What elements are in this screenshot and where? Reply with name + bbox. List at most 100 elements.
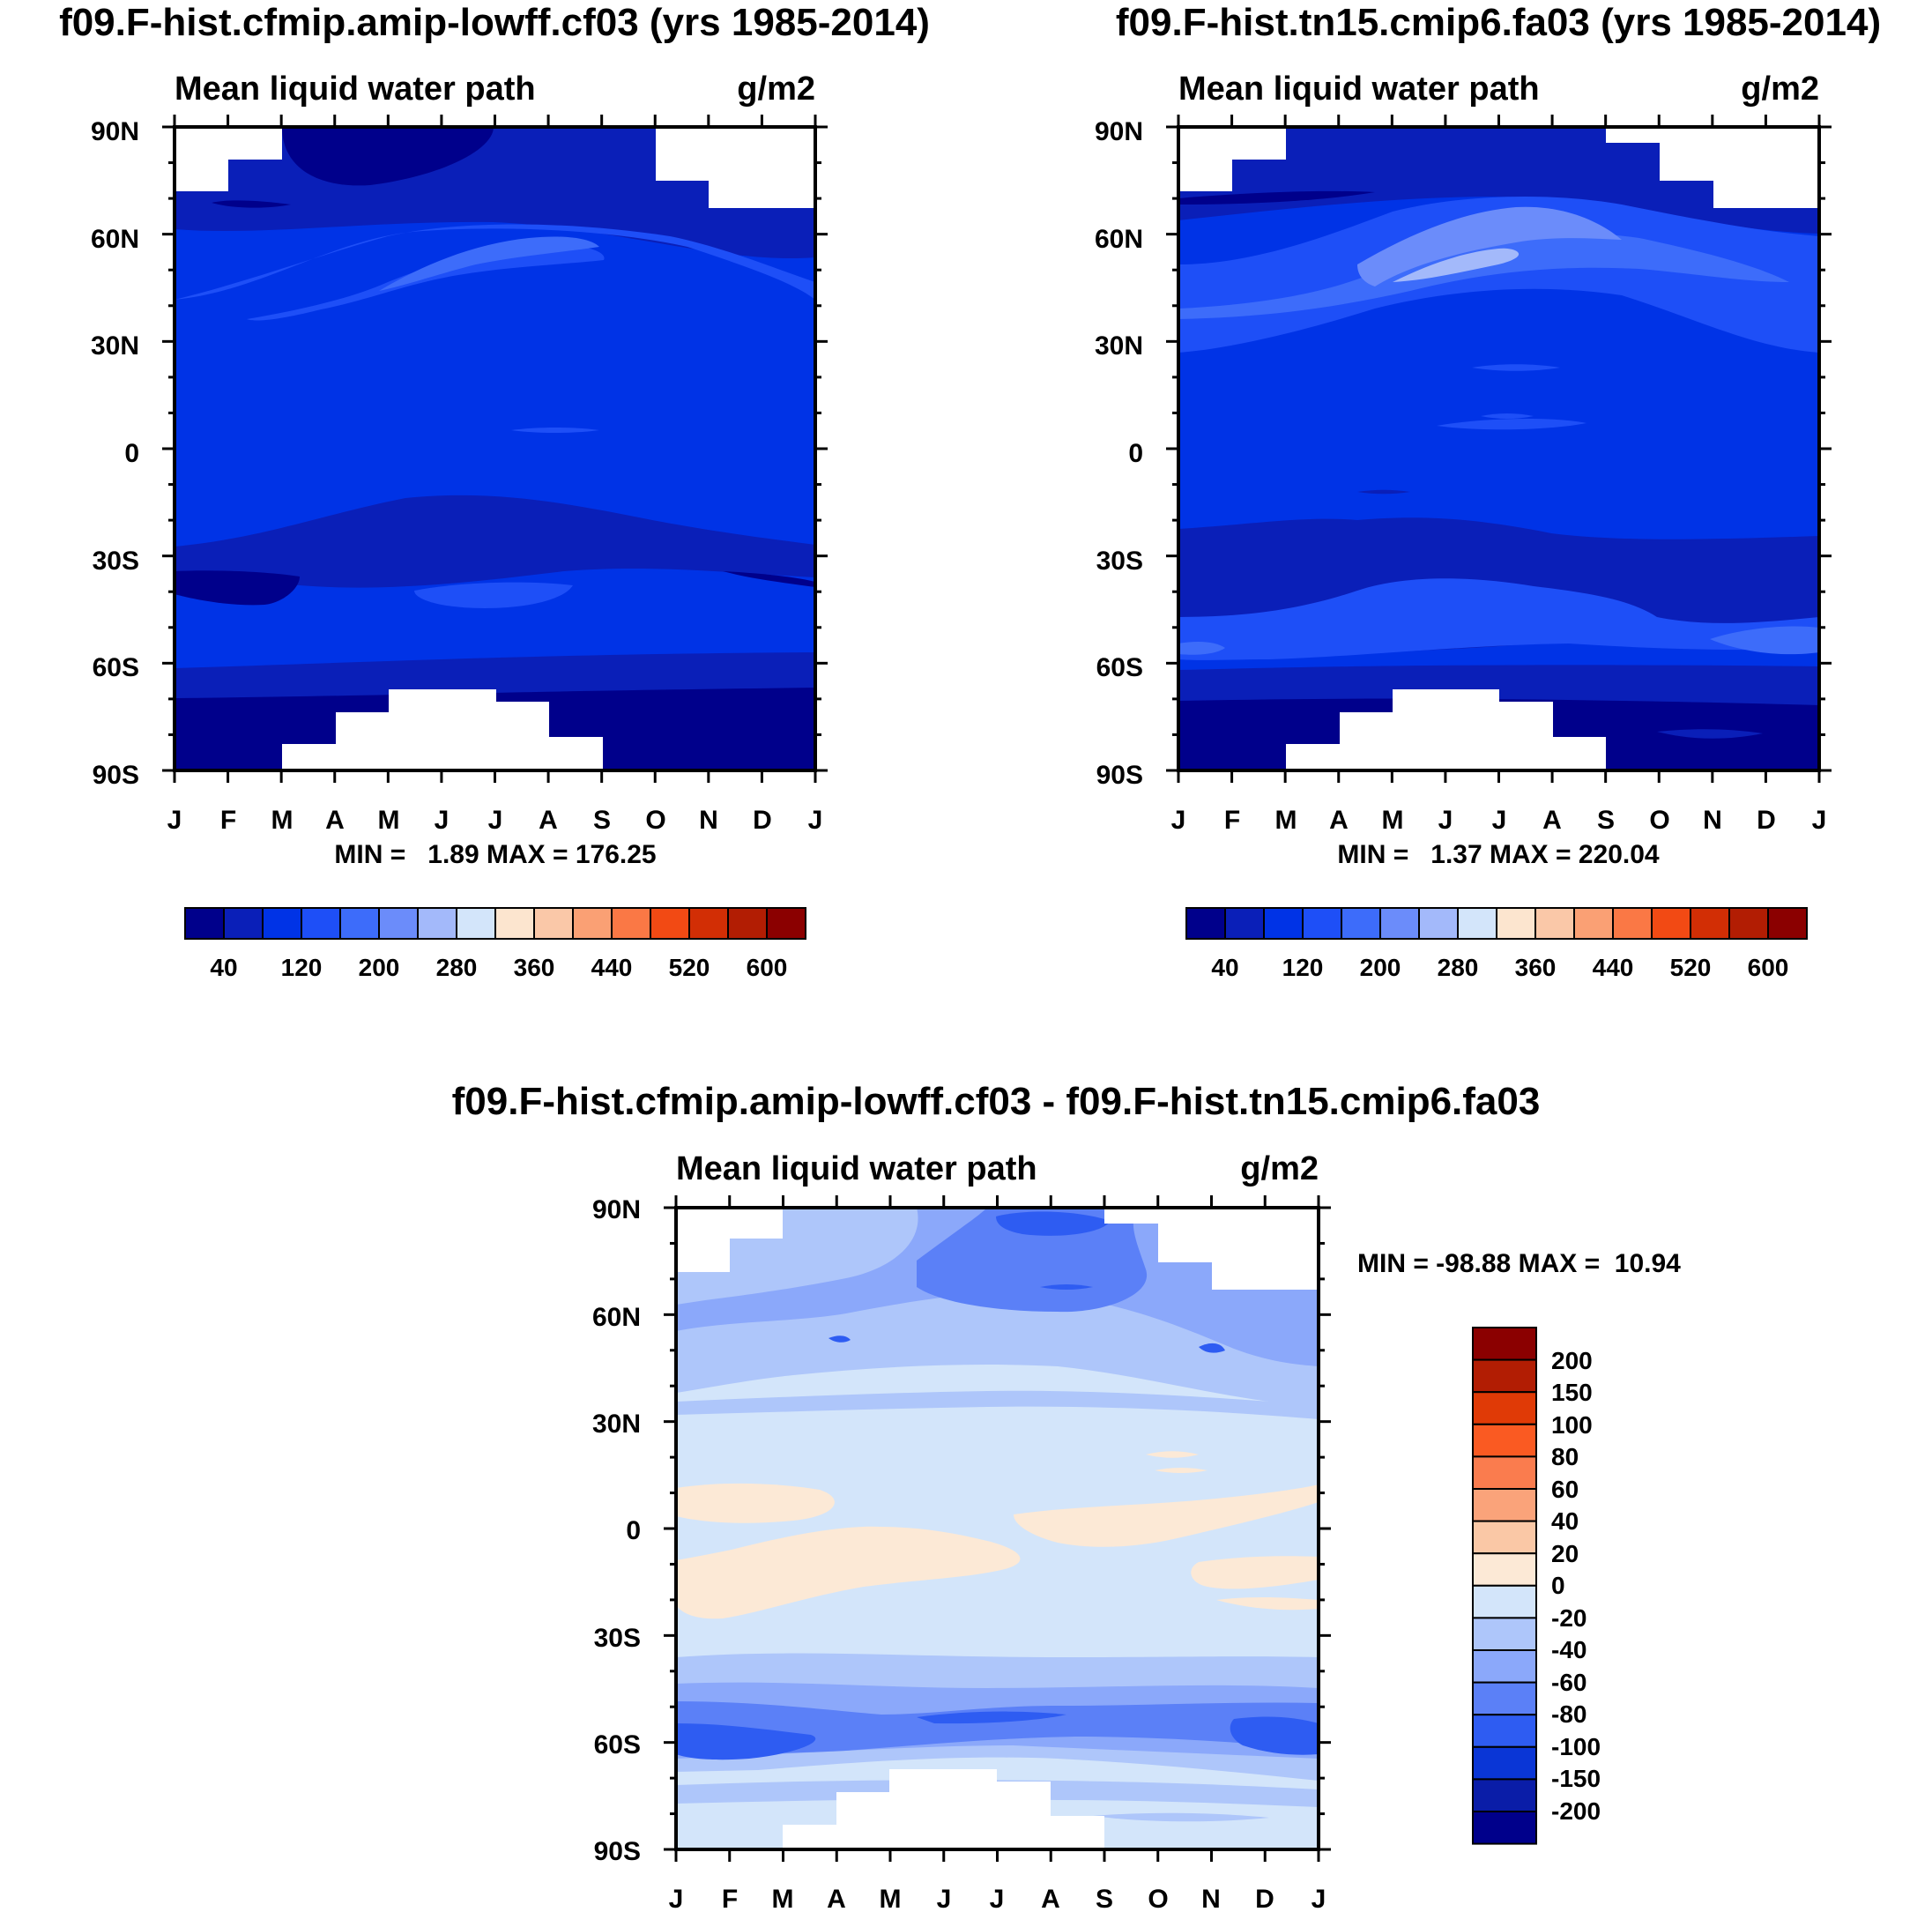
panel-1-colorbar-swatch: [1534, 907, 1575, 940]
panel-1-xtick-label: S: [1597, 806, 1615, 835]
panel-0: f09.F-hist.cfmip.amip-lowff.cf03 (yrs 19…: [59, 1, 930, 981]
panel-2-colorbar-label: 100: [1551, 1411, 1593, 1439]
panel-0-ytick-label: 60N: [91, 225, 139, 254]
panel-0-min-max: MIN = 1.89 MAX = 176.25: [334, 840, 656, 869]
panel-1-ytick-label: 90S: [1096, 761, 1143, 790]
panel-0-colorbar-swatch: [766, 907, 806, 940]
panel-1-ytick-label: 30S: [1096, 547, 1143, 576]
panel-0-colorbar-swatch: [494, 907, 535, 940]
panel-1-colorbar-label: 40: [1211, 954, 1238, 981]
panel-1-y-tick-labels: 90N 60N 30N 0 30S 60S 90S: [1095, 117, 1143, 790]
panel-1-colorbar-label: 200: [1360, 954, 1401, 981]
panel-1-colorbar-label: 360: [1515, 954, 1557, 981]
panel-0-y-tick-labels: 90N 60N 30N 0 30S 60S 90S: [91, 117, 139, 790]
panel-1-xtick-label: D: [1757, 806, 1776, 835]
panel-0-colorbar-swatch: [417, 907, 457, 940]
panel-1-title: f09.F-hist.tn15.cmip6.fa03 (yrs 1985-201…: [1116, 1, 1881, 44]
panel-2-xtick-label: A: [1041, 1885, 1060, 1912]
panel-1-colorbar-swatch: [1651, 907, 1691, 940]
panel-0-ytick-label: 30S: [93, 547, 139, 576]
panel-2-xtick-label: D: [1255, 1885, 1274, 1912]
panel-0-colorbar-label: 200: [359, 954, 400, 981]
panel-2-ytick-label: 60N: [592, 1303, 641, 1332]
panel-1-colorbar-swatch: [1185, 907, 1226, 940]
panel-1-xtick-label: A: [1542, 806, 1562, 835]
panel-0-xtick-label: D: [753, 806, 772, 835]
panel-0-colorbar-swatch: [378, 907, 419, 940]
panel-2-ytick-label: 30N: [592, 1410, 641, 1439]
panel-1-colorbar-label: 600: [1748, 954, 1789, 981]
panel-0-x-tick-labels: J F M A M J J A S O N D J: [167, 806, 823, 835]
panel-2-colorbar-swatch: [1472, 1778, 1537, 1813]
panel-1-xtick-label: J: [1812, 806, 1827, 835]
panel-1-xtick-label: F: [1224, 806, 1240, 835]
panel-0-xtick-label: J: [435, 806, 450, 835]
panel-0-colorbar-label: 440: [591, 954, 633, 981]
panel-2-colorbar-label: -200: [1551, 1797, 1601, 1825]
panel-2-colorbar-swatch: [1472, 1584, 1537, 1619]
panel-0-left-label: Mean liquid water path: [175, 71, 536, 108]
panel-1-ytick-label: 60N: [1095, 225, 1143, 254]
panel-1-ytick-label: 30N: [1095, 331, 1143, 361]
panel-2-colorbar-swatch: [1472, 1617, 1537, 1652]
panel-2-colorbar-swatch: [1472, 1423, 1537, 1458]
panel-1-colorbar-label: 280: [1438, 954, 1479, 981]
panel-1-xtick-label: M: [1275, 806, 1297, 835]
panel-0-xtick-label: J: [808, 806, 823, 835]
panel-1-left-label: Mean liquid water path: [1178, 71, 1540, 108]
panel-0-colorbar-label: 280: [436, 954, 478, 981]
panel-0-colorbar-swatch: [688, 907, 729, 940]
panel-2-colorbar-swatch: [1472, 1649, 1537, 1684]
panel-0-ticks: [162, 115, 828, 783]
panel-2-colorbar-label: 200: [1551, 1347, 1593, 1374]
panel-0-ytick-label: 90S: [93, 761, 139, 790]
panel-0-colorbar-label: 40: [210, 954, 237, 981]
panel-2-left-label: Mean liquid water path: [676, 1150, 1037, 1187]
panel-2-colorbar-label: 40: [1551, 1507, 1579, 1535]
panel-2-colorbar-swatch: [1472, 1358, 1537, 1394]
panel-2-min-max: MIN = -98.88 MAX = 10.94: [1357, 1249, 1681, 1278]
panel-2-ytick-label: 90S: [594, 1837, 641, 1866]
panel-1-colorbar-swatch: [1690, 907, 1730, 940]
panel-1-xtick-label: J: [1492, 806, 1507, 835]
panel-1-ytick-label: 0: [1128, 439, 1143, 468]
panel-2-y-tick-labels: 90N 60N 30N 0 30S 60S 90S: [592, 1195, 641, 1866]
panel-1-colorbar-swatch: [1573, 907, 1614, 940]
panel-0-colorbar-swatch: [262, 907, 302, 940]
panel-0-colorbar-swatch: [650, 907, 690, 940]
panel-2-x-tick-labels: J F M A M J J A S O N D J: [669, 1885, 1326, 1912]
panel-0-colorbar-swatch: [611, 907, 651, 940]
panel-2-colorbar-label: 60: [1551, 1476, 1579, 1503]
panel-1-xtick-label: O: [1649, 806, 1669, 835]
panel-0-xtick-label: J: [488, 806, 503, 835]
panel-0-colorbar-label: 120: [281, 954, 323, 981]
panel-2-colorbar-swatch: [1472, 1714, 1537, 1748]
panel-2: f09.F-hist.cfmip.amip-lowff.cf03 - f09.F…: [452, 1080, 1682, 1912]
panel-2-colorbar-label: -150: [1551, 1765, 1601, 1792]
panel-2-colorbar-swatch: [1472, 1681, 1537, 1716]
panel-2-xtick-label: A: [827, 1885, 846, 1912]
panel-0-colorbar-label: 520: [669, 954, 710, 981]
panel-1-colorbar-swatch: [1224, 907, 1265, 940]
panel-0-colorbar-swatch: [184, 907, 225, 940]
panel-0-colorbar-swatch: [572, 907, 613, 940]
panel-1-colorbar-swatch: [1767, 907, 1808, 940]
panel-1-colorbar-swatch: [1302, 907, 1342, 940]
panel-2-xtick-label: M: [880, 1885, 902, 1912]
panel-1-min-max: MIN = 1.37 MAX = 220.04: [1337, 840, 1660, 869]
panel-2-colorbar-swatch: [1472, 1745, 1537, 1781]
panel-2-colorbar-label: 0: [1551, 1572, 1565, 1599]
panel-2-ytick-label: 90N: [592, 1195, 641, 1224]
panel-0-colorbar-swatch: [339, 907, 380, 940]
panel-0-colorbar-swatch: [456, 907, 496, 940]
panel-1-x-tick-labels: J F M A M J J A S O N D J: [1171, 806, 1827, 835]
panel-1-ytick-label: 90N: [1095, 117, 1143, 146]
panel-0-field: [175, 127, 815, 770]
panel-0-xtick-label: J: [167, 806, 182, 835]
panel-0-xtick-label: O: [645, 806, 665, 835]
panel-2-field: [676, 1208, 1319, 1849]
panel-0-ytick-label: 60S: [93, 653, 139, 682]
panel-1-colorbar-swatch: [1341, 907, 1381, 940]
panel-0-xtick-label: M: [378, 806, 400, 835]
panel-0-colorbar-swatch: [223, 907, 264, 940]
